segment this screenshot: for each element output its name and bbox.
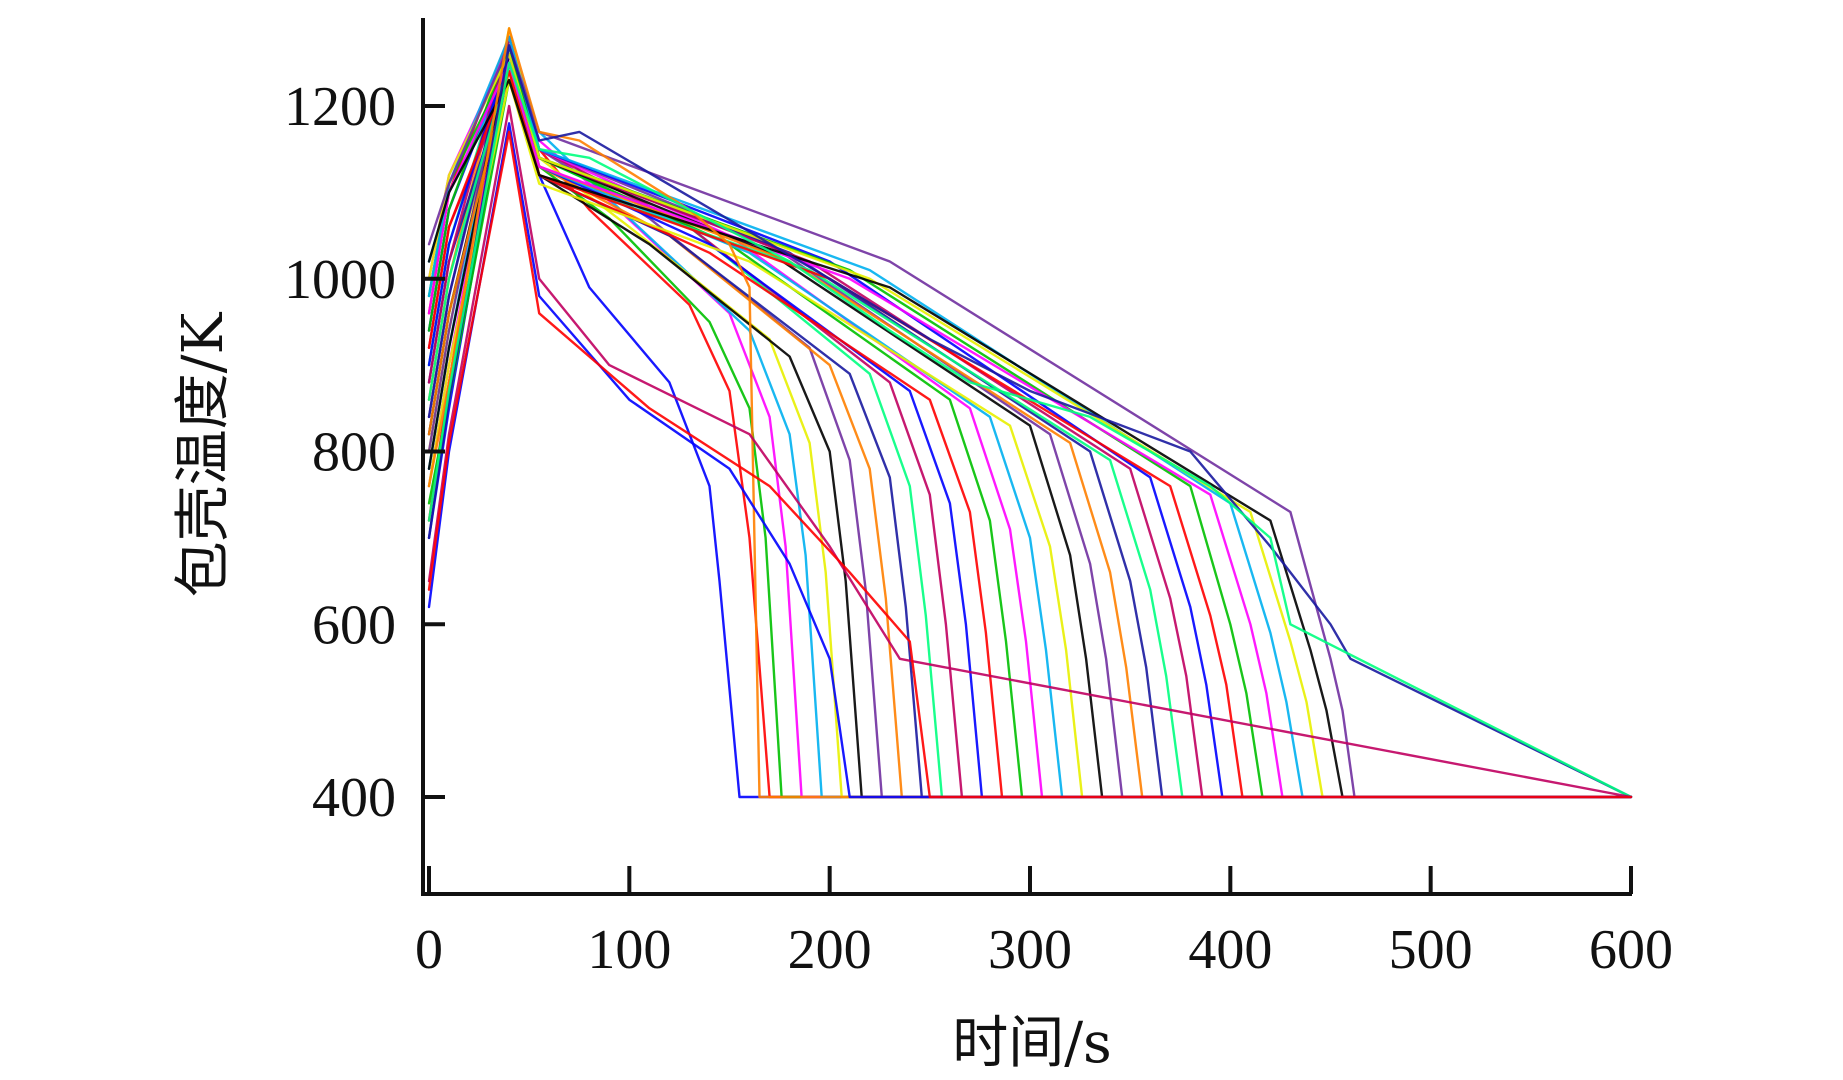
series-line-33 xyxy=(427,27,1633,799)
series-line-26 xyxy=(427,70,1633,799)
series-line-38 xyxy=(427,130,1633,799)
y-tick-label: 1200 xyxy=(284,76,396,138)
series-line-35 xyxy=(427,61,1633,799)
x-tick-label: 200 xyxy=(788,919,872,981)
y-axis-title: 包壳温度/K xyxy=(171,311,236,597)
series-line-17 xyxy=(427,70,1633,799)
series-layer xyxy=(427,27,1633,799)
x-tick-label: 0 xyxy=(415,919,443,981)
x-tick-label: 500 xyxy=(1389,919,1473,981)
y-tick-label: 1000 xyxy=(284,249,396,311)
x-tick-label: 100 xyxy=(587,919,671,981)
series-line-3 xyxy=(427,78,1633,799)
y-tick-label: 600 xyxy=(312,594,396,656)
x-axis-title: 时间/s xyxy=(952,1011,1112,1076)
series-line-21 xyxy=(427,70,1633,799)
series-line-34 xyxy=(427,44,1633,799)
series-line-36 xyxy=(427,104,1633,799)
y-tick-label: 800 xyxy=(312,422,396,484)
series-line-31 xyxy=(427,78,1633,799)
x-tick-label: 400 xyxy=(1188,919,1272,981)
ticks-layer: 0 100 200 300 400 500 600 400 600 800 1000 1200 xyxy=(284,76,1673,981)
x-tick-label: 300 xyxy=(988,919,1072,981)
series-line-32 xyxy=(427,44,1633,799)
series-line-28 xyxy=(427,61,1633,799)
series-line-23 xyxy=(427,61,1633,799)
series-line-15 xyxy=(427,61,1633,799)
series-line-37 xyxy=(427,122,1633,799)
y-tick-label: 400 xyxy=(312,767,396,829)
x-tick-label: 600 xyxy=(1589,919,1673,981)
